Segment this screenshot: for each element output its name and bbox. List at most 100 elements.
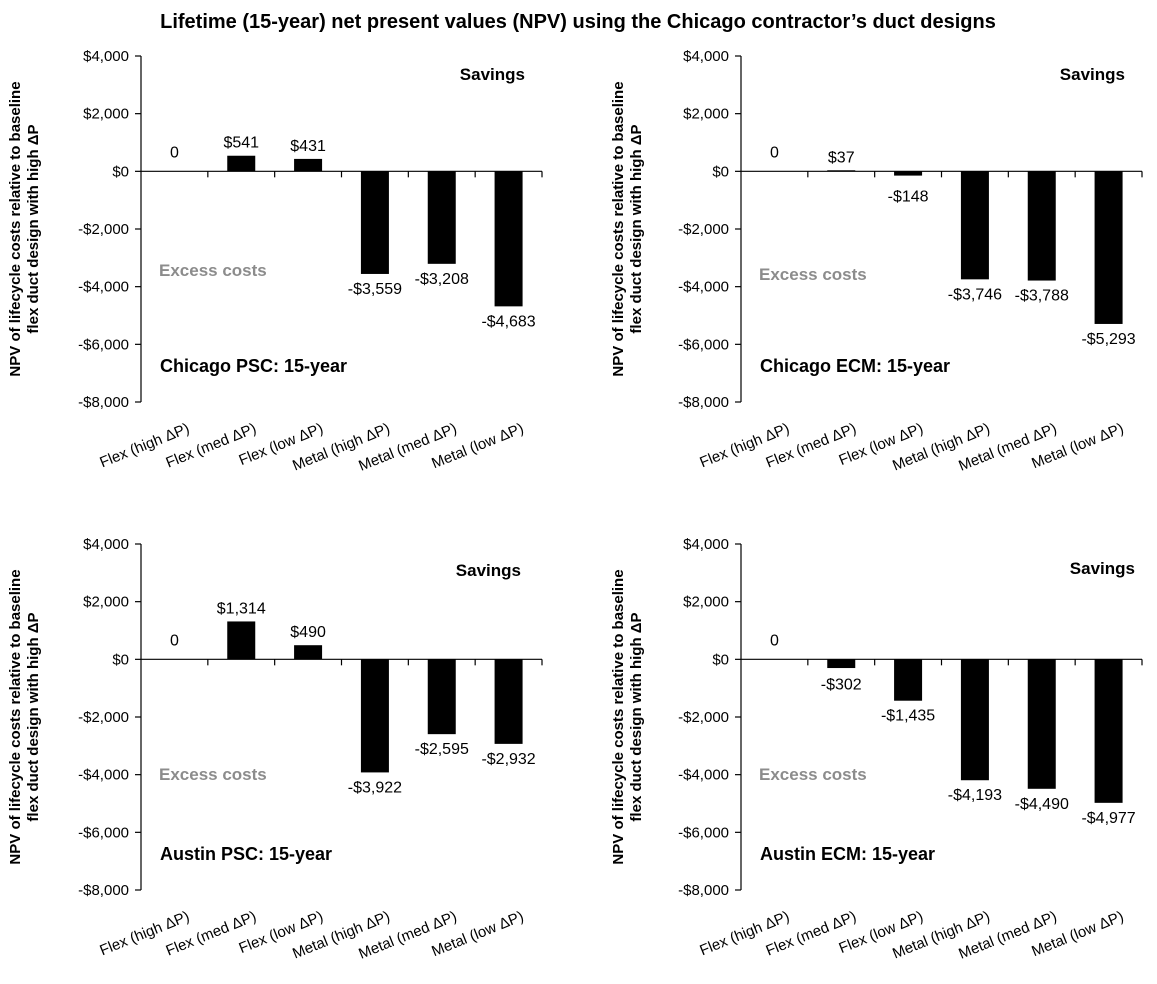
savings-annotation: Savings xyxy=(460,65,525,84)
data-label: -$3,788 xyxy=(1015,288,1069,305)
data-label: $37 xyxy=(828,149,855,166)
y-tick-label: -$4,000 xyxy=(678,279,729,296)
bar xyxy=(294,645,323,660)
y-axis-label: NPV of lifecycle costs relative to basel… xyxy=(7,81,42,376)
y-tick-label: $0 xyxy=(712,651,729,668)
y-tick-label: -$2,000 xyxy=(678,709,729,726)
bar xyxy=(827,659,856,669)
y-axis-label: NPV of lifecycle costs relative to basel… xyxy=(610,569,645,864)
y-tick-label: $4,000 xyxy=(683,536,729,553)
y-tick-label: -$2,000 xyxy=(78,221,129,238)
y-tick-label: -$4,000 xyxy=(78,279,129,296)
y-axis-label-line2: flex duct design with high ΔP xyxy=(25,612,42,821)
bar xyxy=(494,171,523,307)
panel-label: Austin ECM: 15-year xyxy=(760,844,935,864)
bar xyxy=(294,158,323,172)
y-tick-label: -$6,000 xyxy=(678,336,729,353)
data-label: -$4,977 xyxy=(1081,810,1135,827)
bar xyxy=(227,155,256,172)
figure-title: Lifetime (15-year) net present values (N… xyxy=(160,11,996,33)
savings-annotation: Savings xyxy=(1060,65,1125,84)
y-axis-label: NPV of lifecycle costs relative to basel… xyxy=(7,569,42,864)
data-label: -$2,932 xyxy=(481,751,535,768)
data-label: -$4,490 xyxy=(1015,796,1069,813)
y-tick-label: $0 xyxy=(712,163,729,180)
panel-label: Austin PSC: 15-year xyxy=(160,844,332,864)
data-label: -$4,193 xyxy=(948,787,1002,804)
y-axis-label-line1: NPV of lifecycle costs relative to basel… xyxy=(7,569,24,864)
y-axis-label-line1: NPV of lifecycle costs relative to basel… xyxy=(7,81,24,376)
bar xyxy=(894,171,923,176)
panel-label: Chicago ECM: 15-year xyxy=(760,356,950,376)
data-label: -$3,922 xyxy=(348,779,402,796)
chart-panel: NPV of lifecycle costs relative to basel… xyxy=(7,536,543,963)
y-tick-label: $4,000 xyxy=(683,48,729,65)
y-tick-label: -$6,000 xyxy=(678,824,729,841)
data-label: -$302 xyxy=(821,676,862,693)
data-label: $431 xyxy=(290,138,326,155)
data-label: $1,314 xyxy=(217,600,266,617)
y-tick-label: $0 xyxy=(112,163,129,180)
y-axis-label: NPV of lifecycle costs relative to basel… xyxy=(610,81,645,376)
bar xyxy=(827,170,856,172)
data-label: -$3,559 xyxy=(348,281,402,298)
bar xyxy=(1027,171,1056,281)
savings-annotation: Savings xyxy=(456,561,521,580)
data-label: -$148 xyxy=(888,188,929,205)
y-tick-label: -$8,000 xyxy=(78,394,129,411)
bar xyxy=(1094,659,1123,803)
data-label: 0 xyxy=(770,632,779,649)
y-tick-label: $2,000 xyxy=(83,106,129,123)
y-tick-label: -$4,000 xyxy=(78,767,129,784)
bar xyxy=(494,659,523,744)
y-tick-label: -$6,000 xyxy=(78,824,129,841)
y-tick-label: $2,000 xyxy=(683,106,729,123)
bar xyxy=(894,659,923,701)
y-tick-label: $2,000 xyxy=(83,594,129,611)
y-tick-label: -$2,000 xyxy=(78,709,129,726)
data-label: 0 xyxy=(170,632,179,649)
y-axis-label-line2: flex duct design with high ΔP xyxy=(628,612,645,821)
bar xyxy=(427,171,456,264)
excess-costs-annotation: Excess costs xyxy=(759,265,867,284)
y-tick-label: $4,000 xyxy=(83,536,129,553)
savings-annotation: Savings xyxy=(1070,559,1135,578)
panel-label: Chicago PSC: 15-year xyxy=(160,356,347,376)
data-label: 0 xyxy=(770,144,779,161)
data-label: $541 xyxy=(223,135,259,152)
chart-panel: NPV of lifecycle costs relative to basel… xyxy=(7,48,543,475)
y-axis-label-line2: flex duct design with high ΔP xyxy=(25,124,42,333)
bar xyxy=(227,621,256,660)
data-label: $490 xyxy=(290,624,326,641)
data-label: -$3,746 xyxy=(948,286,1002,303)
y-tick-label: -$8,000 xyxy=(678,394,729,411)
y-tick-label: -$8,000 xyxy=(78,882,129,899)
data-label: -$1,435 xyxy=(881,708,935,725)
chart-panel: NPV of lifecycle costs relative to basel… xyxy=(610,536,1143,963)
excess-costs-annotation: Excess costs xyxy=(159,261,267,280)
y-tick-label: $0 xyxy=(112,651,129,668)
bar xyxy=(427,659,456,735)
data-label: -$2,595 xyxy=(415,741,469,758)
y-axis-label-line1: NPV of lifecycle costs relative to basel… xyxy=(610,81,627,376)
bar xyxy=(360,659,389,773)
y-tick-label: -$4,000 xyxy=(678,767,729,784)
data-label: 0 xyxy=(170,144,179,161)
bar xyxy=(360,171,389,274)
data-label: -$5,293 xyxy=(1081,331,1135,348)
y-axis-label-line2: flex duct design with high ΔP xyxy=(628,124,645,333)
excess-costs-annotation: Excess costs xyxy=(159,765,267,784)
bar xyxy=(960,171,989,280)
y-tick-label: $2,000 xyxy=(683,594,729,611)
bar xyxy=(1094,171,1123,324)
y-tick-label: -$8,000 xyxy=(678,882,729,899)
y-tick-label: $4,000 xyxy=(83,48,129,65)
bar xyxy=(960,659,989,781)
chart-panel: NPV of lifecycle costs relative to basel… xyxy=(610,48,1143,475)
y-tick-label: -$6,000 xyxy=(78,336,129,353)
bar xyxy=(1027,659,1056,789)
y-axis-label-line1: NPV of lifecycle costs relative to basel… xyxy=(610,569,627,864)
data-label: -$4,683 xyxy=(481,313,535,330)
y-tick-label: -$2,000 xyxy=(678,221,729,238)
